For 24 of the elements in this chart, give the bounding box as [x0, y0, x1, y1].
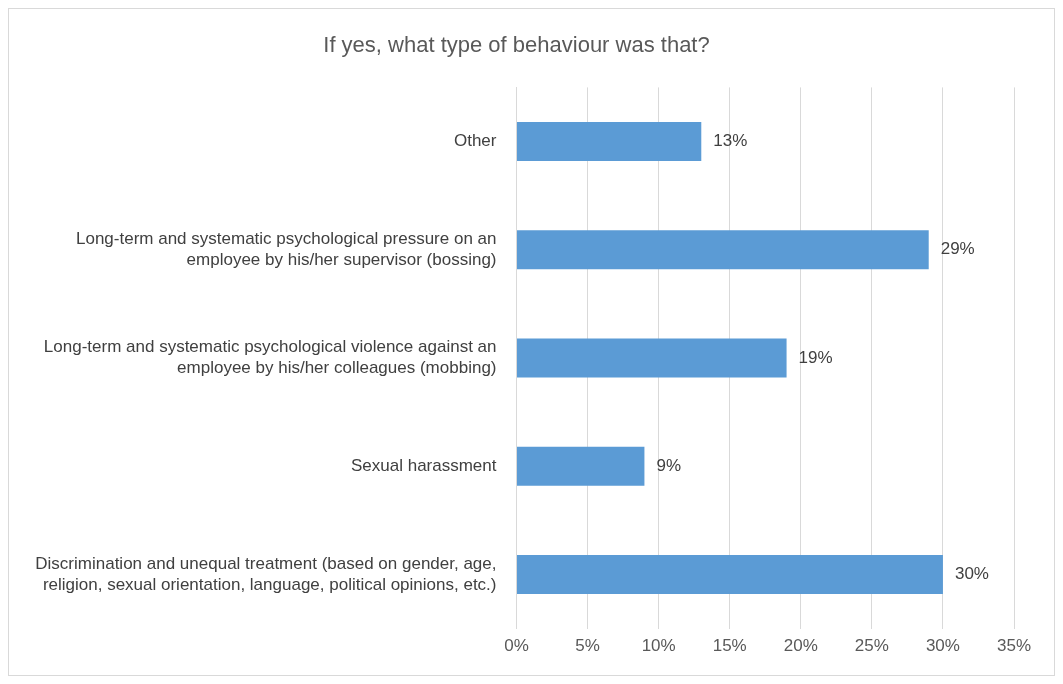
x-tick-label: 25%: [854, 636, 889, 656]
x-tick-label: 15%: [712, 636, 747, 656]
x-tick-label: 35%: [996, 636, 1032, 656]
x-tick-label: 30%: [925, 636, 960, 656]
data-label: 19%: [798, 347, 833, 367]
y-tick-label: Long-term and systematic psychological violence against an employee by his/her colleagues (mobbing): [43, 337, 497, 378]
y-tick-label: Other: [453, 131, 497, 151]
data-label: 9%: [656, 455, 682, 475]
bar: [517, 230, 929, 270]
chart-title: If yes, what type of behaviour was that?: [323, 32, 710, 58]
bar: [517, 122, 702, 161]
x-tick-label: 10%: [641, 636, 676, 656]
bar: [517, 338, 787, 378]
x-tick-label: 20%: [783, 636, 818, 656]
x-tick-label: 0%: [504, 636, 529, 656]
data-label: 29%: [940, 239, 975, 259]
x-tick-label: 5%: [575, 636, 600, 656]
data-label: 30%: [954, 564, 989, 584]
y-tick-label: Discrimination and unequal treatment (based on gender, age, religion, sexual orientation, language, political opinions, etc.): [35, 553, 497, 594]
y-tick-label: Sexual harassment: [350, 455, 497, 475]
data-label: 13%: [713, 131, 748, 151]
y-tick-label: Long-term and systematic psychological pressure on an employee by his/her supervisor (bossing): [76, 228, 497, 270]
bar: [517, 555, 943, 594]
bar: [517, 446, 645, 486]
